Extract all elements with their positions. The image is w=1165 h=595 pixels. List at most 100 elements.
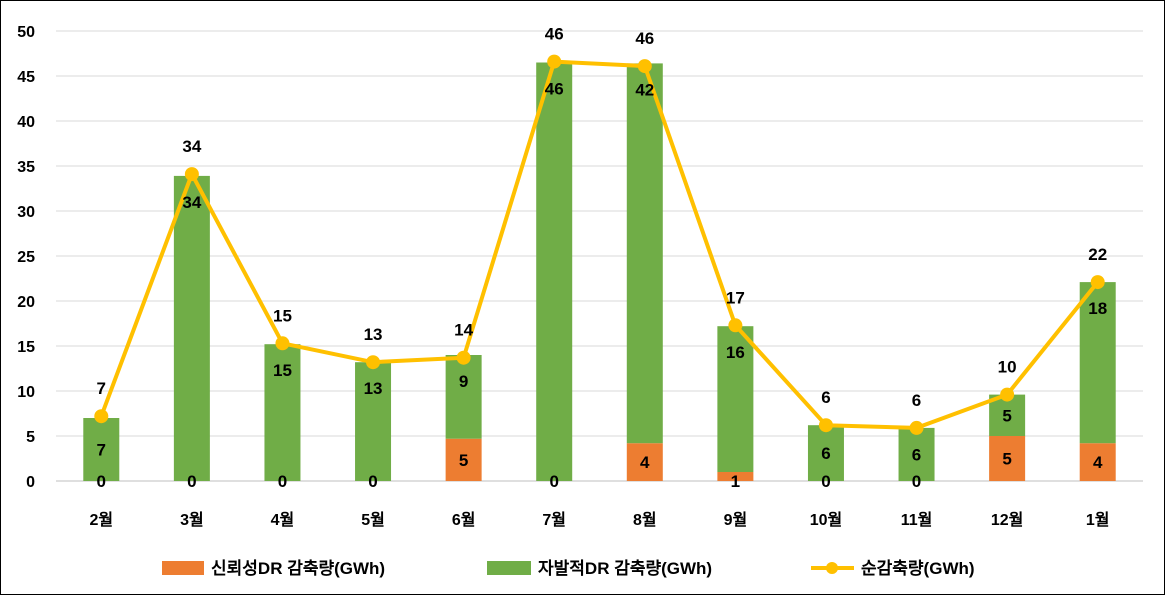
y-tick-label: 35 [17, 159, 35, 176]
data-label-net-reduction: 14 [454, 321, 473, 340]
data-label-reliability-dr: 4 [1093, 453, 1103, 472]
y-tick-label: 10 [17, 384, 35, 401]
data-label-reliability-dr: 0 [549, 472, 558, 491]
legend-swatch-voluntary-dr [487, 561, 531, 575]
data-label-voluntary-dr: 6 [821, 444, 830, 463]
bar-voluntary-dr [807, 425, 844, 481]
data-label-voluntary-dr: 6 [912, 445, 921, 464]
x-tick-label: 12월 [991, 511, 1024, 529]
net-reduction-marker [1090, 275, 1105, 290]
data-label-voluntary-dr: 9 [459, 372, 468, 391]
data-label-voluntary-dr: 5 [1002, 406, 1011, 425]
net-reduction-marker [637, 59, 652, 74]
data-label-net-reduction: 46 [635, 29, 654, 48]
total-line [94, 54, 1105, 435]
y-tick-label: 30 [17, 204, 35, 221]
y-tick-label: 45 [17, 69, 35, 86]
bar-voluntary-dr [717, 326, 754, 472]
y-tick-label: 5 [26, 429, 35, 446]
bar-voluntary-dr [1079, 282, 1116, 444]
net-reduction-marker [456, 350, 471, 365]
net-reduction-marker [1000, 387, 1015, 402]
x-tick-label: 10월 [810, 511, 843, 529]
bar-voluntary-dr [536, 62, 573, 481]
data-label-reliability-dr: 0 [97, 472, 106, 491]
data-label-voluntary-dr: 16 [726, 343, 745, 362]
data-label-reliability-dr: 4 [640, 453, 650, 472]
data-label-reliability-dr: 0 [278, 472, 287, 491]
data-label-voluntary-dr: 7 [97, 441, 106, 460]
data-label-voluntary-dr: 15 [273, 361, 292, 380]
data-label-reliability-dr: 0 [368, 472, 377, 491]
legend-swatch-reliability-dr [162, 561, 204, 575]
net-reduction-line [99, 59, 1100, 430]
x-tick-label: 1월 [1086, 511, 1110, 529]
x-tick-label: 5월 [361, 511, 385, 529]
net-reduction-marker [909, 420, 924, 435]
data-label-reliability-dr: 0 [912, 472, 921, 491]
data-label-net-reduction: 10 [998, 358, 1017, 377]
data-label-net-reduction: 17 [726, 288, 745, 307]
x-tick-label: 2월 [89, 511, 113, 529]
data-label-voluntary-dr: 13 [364, 379, 383, 398]
data-label-net-reduction: 6 [821, 388, 830, 407]
y-tick-label: 40 [17, 114, 35, 131]
data-label-voluntary-dr: 34 [182, 193, 201, 212]
x-tick-label: 11월 [901, 511, 933, 529]
x-axis-ticks: 2월 3월 4월 5월 6월 7월 8월 9월 10월 11월 12월 1월 [89, 511, 1109, 529]
data-label-voluntary-dr: 42 [635, 80, 654, 99]
net-reduction-marker [275, 336, 290, 351]
data-label-net-reduction: 6 [912, 391, 921, 410]
bar-voluntary-dr [445, 355, 482, 439]
data-label-reliability-dr: 1 [731, 472, 740, 491]
bar-reliability-dr [626, 443, 663, 481]
bar-voluntary-dr [264, 344, 301, 481]
x-tick-label: 3월 [180, 511, 204, 529]
legend: 신뢰성DR 감축량(GWh) 자발적DR 감축량(GWh) 순감축량(GWh) [162, 559, 975, 578]
bar-voluntary-dr [355, 362, 392, 481]
net-reduction-marker [94, 409, 109, 424]
legend-label-voluntary-dr: 자발적DR 감축량(GWh) [538, 559, 712, 578]
data-label-reliability-dr: 5 [1002, 450, 1011, 469]
y-tick-label: 20 [17, 294, 35, 311]
x-tick-label: 7월 [542, 511, 566, 529]
x-tick-label: 8월 [633, 511, 657, 529]
data-label-net-reduction: 22 [1088, 245, 1107, 264]
net-reduction-marker [728, 318, 743, 333]
x-tick-label: 9월 [724, 511, 748, 529]
data-label-reliability-dr: 0 [187, 472, 196, 491]
data-label-voluntary-dr: 18 [1088, 299, 1107, 318]
y-axis-ticks: 0 5 10 15 20 25 30 35 40 45 50 [17, 24, 35, 491]
bar-reliability-dr [1079, 443, 1116, 481]
bar-reliability-dr [445, 438, 482, 481]
gridlines [56, 30, 1143, 482]
bar-voluntary-dr [83, 418, 120, 481]
y-tick-label: 50 [17, 24, 35, 41]
data-label-net-reduction: 46 [545, 25, 564, 44]
net-reduction-marker [818, 418, 833, 433]
x-tick-label: 6월 [452, 511, 476, 529]
bar-reliability-dr [717, 472, 754, 481]
net-reduction-marker [547, 54, 562, 69]
net-reduction-marker [366, 355, 381, 370]
x-tick-label: 4월 [271, 511, 295, 529]
legend-marker-net-reduction [826, 562, 838, 574]
y-tick-label: 15 [17, 339, 35, 356]
data-labels: 0 7 0 34 0 15 0 13 5 9 0 46 4 42 1 16 0 6 0 6 5 5 4 18 7 34 15 13 14… [97, 25, 1108, 491]
data-label-reliability-dr: 5 [459, 451, 468, 470]
data-label-net-reduction: 13 [364, 325, 383, 344]
bar-voluntary-dr [898, 427, 935, 481]
data-label-net-reduction: 15 [273, 306, 292, 325]
y-tick-label: 25 [17, 249, 35, 266]
net-reduction-marker [184, 167, 199, 182]
legend-label-reliability-dr: 신뢰성DR 감축량(GWh) [211, 559, 385, 578]
bar-voluntary-dr [173, 175, 210, 481]
data-label-net-reduction: 34 [182, 137, 201, 156]
data-label-voluntary-dr: 46 [545, 80, 564, 99]
y-tick-label: 0 [26, 474, 35, 491]
bar-reliability-dr [989, 436, 1026, 481]
bars [83, 62, 1116, 481]
data-label-reliability-dr: 0 [821, 472, 830, 491]
